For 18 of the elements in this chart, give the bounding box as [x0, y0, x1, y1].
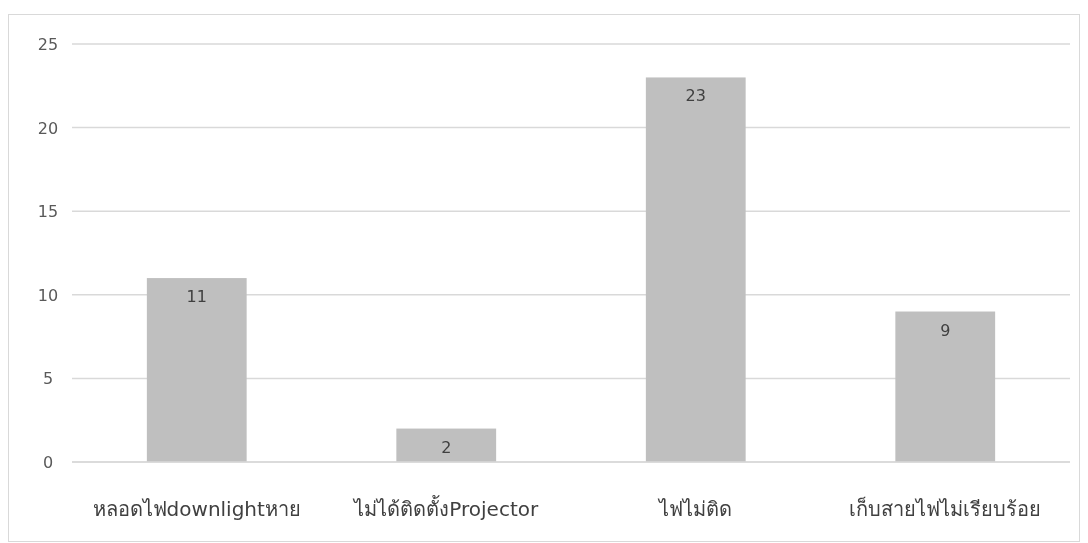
data-label: 23 [685, 86, 706, 106]
y-tick-label: 10 [37, 285, 59, 305]
bar [895, 311, 996, 462]
y-tick-label: 15 [37, 202, 59, 222]
y-tick-label: 0 [42, 453, 54, 472]
bar [645, 77, 746, 462]
x-tick-label: หลอดไฟdownlightหาย [92, 497, 301, 521]
data-label: 9 [940, 320, 951, 340]
y-tick-label: 20 [37, 118, 59, 138]
data-label: 11 [186, 287, 207, 307]
x-tick-label: เก็บสายไฟไม่เรียบร้อย [849, 496, 1042, 521]
y-tick-label: 5 [42, 369, 54, 389]
y-tick-label: 25 [37, 35, 59, 54]
bar [396, 428, 497, 462]
data-label: 2 [441, 437, 452, 457]
x-tick-label: ไฟไม่ติด [657, 497, 733, 521]
bar [146, 278, 247, 462]
x-tick-label: ไม่ได้ติดตั้งProjector [352, 495, 539, 521]
